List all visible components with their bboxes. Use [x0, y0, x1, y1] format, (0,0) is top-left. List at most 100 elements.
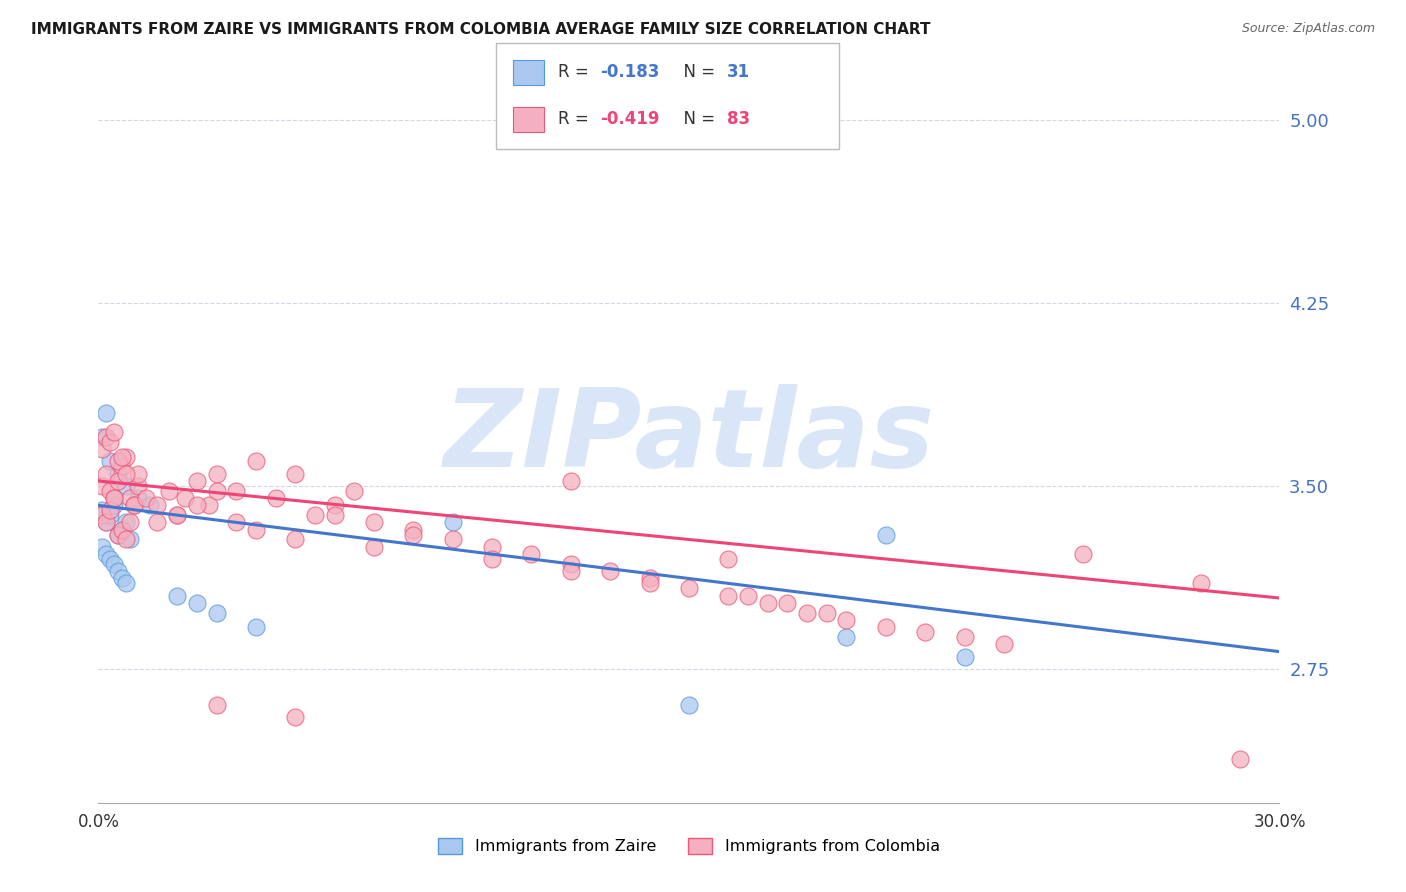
Point: [953, 630, 976, 644]
Point: [98, 483, 121, 498]
Text: 83: 83: [727, 111, 749, 128]
Point: [225, 516, 247, 530]
Point: [343, 483, 366, 498]
Text: IMMIGRANTS FROM ZAIRE VS IMMIGRANTS FROM COLOMBIA AVERAGE FAMILY SIZE CORRELATIO: IMMIGRANTS FROM ZAIRE VS IMMIGRANTS FROM…: [31, 22, 931, 37]
Point: [835, 613, 858, 627]
Point: [103, 491, 125, 505]
Point: [174, 491, 197, 505]
Point: [756, 596, 779, 610]
Point: [186, 596, 208, 610]
Point: [197, 499, 219, 513]
Point: [122, 499, 145, 513]
Point: [96, 430, 118, 444]
Point: [111, 459, 134, 474]
Text: 31: 31: [727, 63, 749, 81]
Point: [717, 552, 740, 566]
Point: [737, 589, 759, 603]
Text: -0.183: -0.183: [600, 63, 659, 81]
Point: [103, 491, 125, 505]
Point: [115, 450, 138, 464]
Text: N =: N =: [673, 63, 721, 81]
Point: [115, 533, 138, 547]
Point: [91, 540, 114, 554]
Legend: Immigrants from Zaire, Immigrants from Colombia: Immigrants from Zaire, Immigrants from C…: [432, 831, 946, 861]
Point: [96, 516, 118, 530]
Point: [91, 430, 114, 444]
Point: [245, 523, 267, 537]
Point: [146, 516, 169, 530]
Point: [304, 508, 326, 522]
Point: [245, 454, 267, 468]
Point: [284, 467, 307, 481]
Point: [166, 508, 188, 522]
Point: [115, 576, 138, 591]
Point: [264, 491, 287, 505]
Point: [127, 479, 149, 493]
Point: [638, 572, 661, 586]
Point: [678, 698, 700, 713]
Point: [127, 467, 149, 481]
Point: [111, 523, 134, 537]
Point: [107, 474, 129, 488]
Point: [441, 516, 464, 530]
Point: [118, 533, 141, 547]
Point: [103, 557, 125, 571]
Point: [138, 499, 160, 513]
Point: [520, 547, 543, 561]
Point: [96, 547, 118, 561]
Point: [560, 564, 582, 578]
Point: [560, 474, 582, 488]
Point: [776, 596, 799, 610]
Point: [98, 434, 121, 449]
Point: [115, 479, 138, 493]
Point: [245, 620, 267, 634]
Point: [205, 483, 228, 498]
Text: R =: R =: [558, 63, 595, 81]
Point: [284, 710, 307, 724]
Point: [96, 467, 118, 481]
Point: [402, 523, 425, 537]
Point: [363, 516, 385, 530]
Text: Source: ZipAtlas.com: Source: ZipAtlas.com: [1241, 22, 1375, 36]
Point: [111, 523, 134, 537]
Point: [107, 467, 129, 481]
Point: [441, 533, 464, 547]
Point: [98, 508, 121, 522]
Point: [225, 483, 247, 498]
Point: [111, 450, 134, 464]
Point: [103, 499, 125, 513]
Point: [599, 564, 621, 578]
Text: ZIPatlas: ZIPatlas: [443, 384, 935, 490]
Point: [186, 499, 208, 513]
Point: [96, 406, 118, 420]
Point: [1071, 547, 1094, 561]
Point: [284, 533, 307, 547]
Point: [953, 649, 976, 664]
Point: [107, 527, 129, 541]
Point: [1189, 576, 1212, 591]
Point: [157, 483, 180, 498]
Point: [875, 620, 897, 634]
Text: N =: N =: [673, 111, 721, 128]
Point: [98, 454, 121, 468]
Point: [363, 540, 385, 554]
Point: [146, 499, 169, 513]
Point: [122, 499, 145, 513]
Point: [835, 630, 858, 644]
Point: [717, 589, 740, 603]
Point: [323, 508, 346, 522]
Point: [91, 442, 114, 457]
Point: [560, 557, 582, 571]
Point: [103, 425, 125, 440]
Point: [91, 508, 114, 522]
Point: [107, 454, 129, 468]
Point: [118, 491, 141, 505]
Point: [481, 540, 503, 554]
Text: R =: R =: [558, 111, 595, 128]
Point: [993, 637, 1015, 651]
Point: [205, 698, 228, 713]
Point: [115, 467, 138, 481]
Point: [638, 576, 661, 591]
Point: [135, 491, 157, 505]
Point: [115, 516, 138, 530]
